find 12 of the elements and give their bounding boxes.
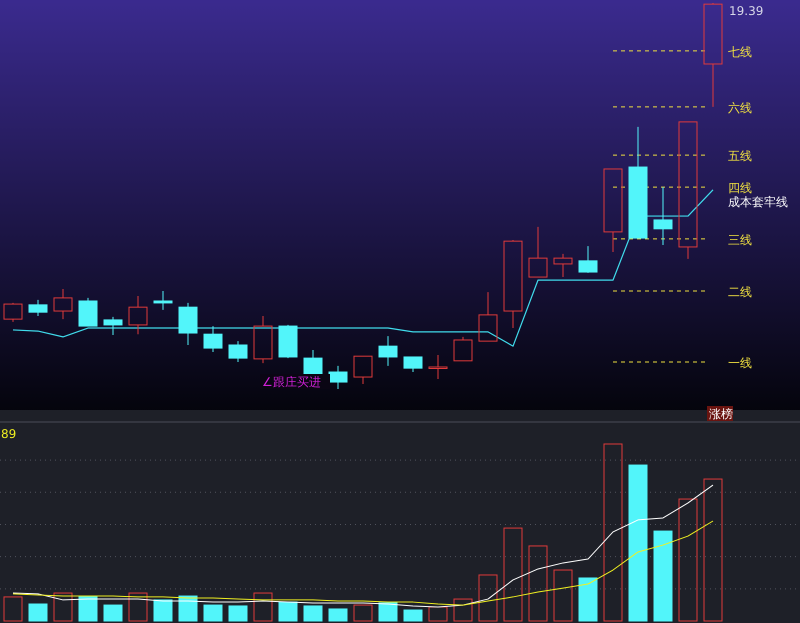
ref-line-label: 七线 — [728, 44, 752, 59]
ref-line-label: 三线 — [728, 232, 752, 247]
ref-line-label: 二线 — [728, 284, 752, 299]
ref-line-label: 五线 — [728, 149, 752, 164]
series-label: 成本套牢线 — [728, 194, 788, 209]
text: 89 — [1, 427, 16, 441]
text: 涨榜 — [709, 407, 733, 421]
ref-line-label: 一线 — [728, 356, 752, 370]
text: 19.39 — [729, 4, 764, 18]
annotation: ∠跟庄买进 — [262, 375, 321, 389]
ref-line-label: 四线 — [728, 181, 752, 196]
ref-line-label: 六线 — [728, 100, 752, 115]
